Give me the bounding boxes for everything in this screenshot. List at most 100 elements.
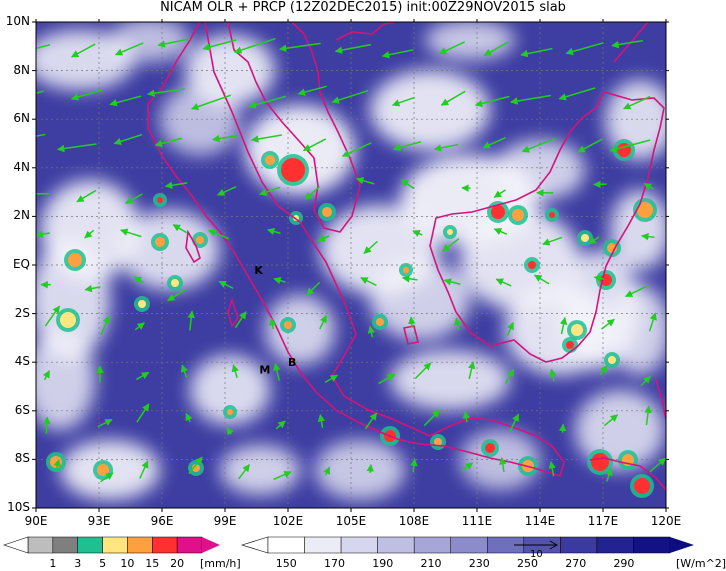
- wind-vector: [136, 403, 150, 423]
- olr-colorbar: [240, 536, 694, 554]
- bangka-island: [403, 325, 419, 345]
- precip-colorbar-swatch: [77, 536, 103, 554]
- wind-vector: [266, 227, 281, 236]
- wind-vector: [157, 38, 191, 48]
- sulawesi-coast: [655, 379, 666, 421]
- wind-vector: [467, 361, 476, 380]
- wind-vector: [506, 321, 514, 337]
- wind-vector: [510, 94, 551, 105]
- precip-cell: [485, 443, 495, 453]
- precip-cell: [634, 478, 650, 494]
- wind-vector: [548, 460, 556, 477]
- lesser-sunda-coast: [589, 457, 666, 491]
- place-marker-label: K: [254, 264, 263, 277]
- wind-vector: [482, 136, 506, 149]
- wind-vector: [622, 95, 651, 110]
- wind-vector: [495, 278, 512, 287]
- precip-colorbar-label: 3: [74, 557, 82, 570]
- cloud-blob: [220, 445, 300, 495]
- wind-vector: [433, 143, 459, 152]
- wind-vector: [36, 230, 50, 238]
- place-marker-label: B: [288, 356, 296, 369]
- wind-vectors: [36, 37, 666, 483]
- precip-cell: [447, 229, 453, 235]
- precip-cell: [608, 356, 616, 364]
- precip-cell: [68, 253, 82, 267]
- place-marker-label: M: [259, 363, 270, 376]
- wind-vector: [509, 413, 520, 432]
- wind-vector: [136, 371, 150, 381]
- wind-vector: [504, 368, 515, 384]
- cloud-blob: [110, 22, 190, 62]
- olr-colorbar-label: 150: [275, 557, 297, 570]
- cloud-blob: [315, 440, 405, 500]
- wind-vector: [187, 310, 195, 331]
- wind-vector: [202, 39, 237, 51]
- precip-cell: [171, 279, 179, 287]
- longitude-label: 93E: [87, 514, 111, 528]
- precip-colorbar-label: 20: [170, 557, 185, 570]
- latitude-label: 2S: [14, 305, 30, 320]
- precip-cell: [265, 155, 275, 165]
- cloud-blob: [610, 285, 666, 375]
- olr-unit-label: [W/m^2]: [676, 557, 726, 570]
- wind-vector: [56, 143, 97, 153]
- wind-vector: [212, 134, 239, 143]
- olr-colorbar-label: 230: [468, 557, 490, 570]
- wind-vector: [147, 88, 185, 97]
- wind-vector: [273, 362, 281, 381]
- cloud-blob: [245, 105, 355, 195]
- philippines-coast: [613, 22, 649, 63]
- wind-vector: [154, 137, 183, 148]
- wind-vector: [43, 416, 51, 434]
- wind-vector: [442, 238, 460, 252]
- wind-vector: [593, 274, 604, 283]
- longitude-label: 108E: [398, 514, 430, 528]
- wind-vector: [334, 43, 372, 54]
- precip-cell: [637, 202, 653, 218]
- wind-vector: [412, 230, 423, 237]
- precip-cell: [97, 464, 109, 476]
- wind-vector: [577, 138, 603, 153]
- mentawai-island: [227, 297, 239, 328]
- wind-vector: [367, 325, 376, 338]
- wind-vector: [643, 182, 654, 191]
- precip-colorbar-min-arrow: [3, 536, 29, 554]
- wind-vector: [324, 374, 339, 384]
- latitude-label: 10S: [7, 500, 30, 514]
- wind-vector: [392, 140, 422, 152]
- wind-vector: [278, 42, 321, 52]
- wind-vector: [474, 95, 510, 108]
- wind-vector: [114, 42, 144, 56]
- wind-vector: [443, 278, 461, 286]
- precip-colorbar-swatch: [127, 536, 153, 554]
- precip-colorbar-label: 10: [120, 557, 135, 570]
- wind-vector: [216, 186, 237, 196]
- cloud-blob: [265, 295, 335, 365]
- wind-vector: [401, 275, 418, 283]
- olr-colorbar-label: 270: [565, 557, 587, 570]
- map-plot-area: K M B: [36, 22, 666, 508]
- wind-vector: [605, 467, 613, 482]
- wind-vector: [113, 133, 143, 146]
- wind-vector: [438, 41, 465, 55]
- wind-vector: [302, 138, 327, 152]
- wind-vector: [36, 44, 51, 50]
- olr-colorbar-swatch: [304, 536, 342, 554]
- longitude-label: 114E: [524, 514, 556, 528]
- precip-cell: [434, 438, 442, 446]
- olr-colorbar-label: 190: [372, 557, 394, 570]
- wind-vector: [400, 179, 415, 189]
- precip-cell: [50, 456, 62, 468]
- olr-colorbar-label: 250: [516, 557, 538, 570]
- olr-colorbar-swatch: [413, 536, 451, 554]
- longitude-label: 96E: [150, 514, 174, 528]
- wind-vector: [341, 142, 372, 157]
- wind-vector: [648, 312, 657, 332]
- wind-vector: [378, 373, 396, 385]
- wind-vector: [36, 133, 46, 137]
- wind-vector: [70, 43, 96, 58]
- wind-vector: [317, 234, 330, 242]
- wind-vector: [188, 456, 203, 475]
